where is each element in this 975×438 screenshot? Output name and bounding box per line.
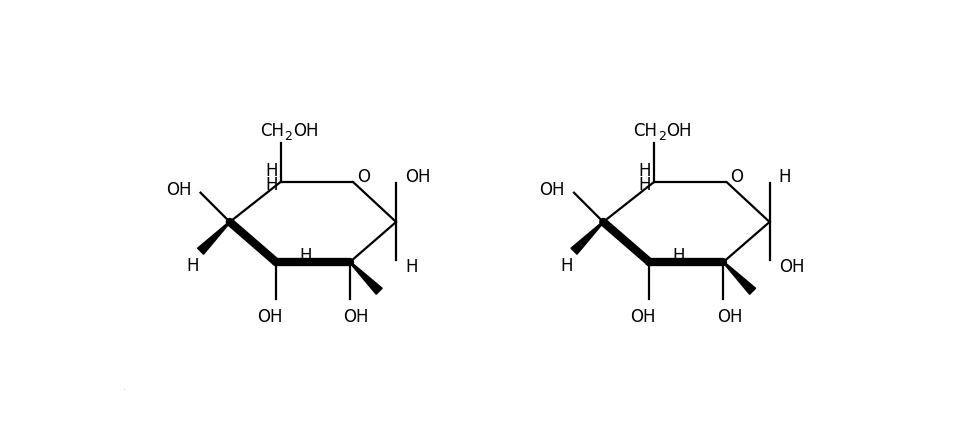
Text: OH: OH — [343, 308, 369, 326]
Text: OH: OH — [539, 180, 565, 198]
Text: H: H — [779, 168, 792, 186]
Text: CH: CH — [259, 122, 284, 140]
Text: H: H — [639, 176, 651, 194]
Text: OH: OH — [631, 308, 656, 326]
Text: H: H — [560, 258, 572, 276]
FancyBboxPatch shape — [121, 49, 878, 393]
Text: O: O — [730, 168, 743, 186]
Text: H: H — [406, 258, 418, 276]
Text: H: H — [673, 247, 685, 265]
Text: H: H — [265, 176, 278, 194]
Polygon shape — [722, 261, 756, 294]
Text: H: H — [265, 162, 278, 180]
Text: OH: OH — [717, 308, 742, 326]
Text: O: O — [357, 168, 370, 186]
Text: OH: OH — [666, 122, 692, 140]
Polygon shape — [571, 222, 604, 254]
Text: H: H — [186, 258, 199, 276]
Text: H: H — [299, 247, 312, 265]
Text: OH: OH — [257, 308, 283, 326]
Text: OH: OH — [406, 168, 431, 186]
Text: OH: OH — [779, 258, 804, 276]
Text: 2: 2 — [285, 130, 292, 143]
Text: OH: OH — [292, 122, 319, 140]
Text: 2: 2 — [658, 130, 666, 143]
Text: OH: OH — [166, 180, 191, 198]
Text: CH: CH — [633, 122, 657, 140]
Text: H: H — [639, 162, 651, 180]
Polygon shape — [349, 261, 382, 294]
Polygon shape — [198, 222, 230, 254]
